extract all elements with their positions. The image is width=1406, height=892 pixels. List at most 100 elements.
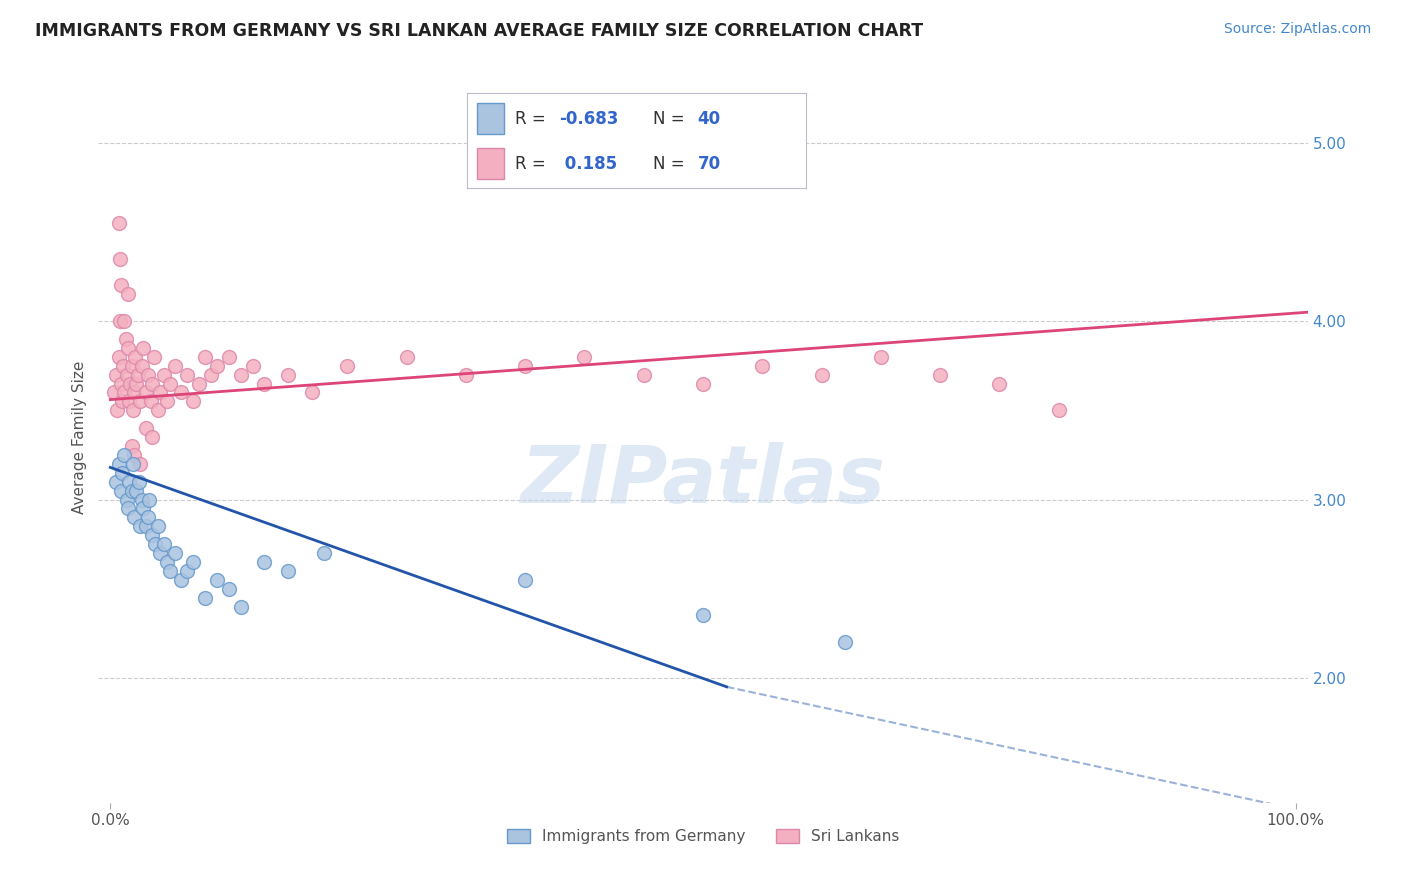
Point <box>692 376 714 391</box>
Point <box>141 528 163 542</box>
Point <box>188 376 211 391</box>
Point <box>112 359 135 373</box>
Point <box>107 350 129 364</box>
Point <box>170 385 193 400</box>
Point <box>218 582 240 596</box>
Point <box>108 252 131 266</box>
Point <box>205 359 228 373</box>
Point <box>200 368 222 382</box>
Point <box>136 368 159 382</box>
Point <box>159 564 181 578</box>
Point <box>205 573 228 587</box>
Point <box>128 475 150 489</box>
Point <box>312 546 335 560</box>
Point <box>135 519 157 533</box>
Point <box>111 394 134 409</box>
Point <box>135 385 157 400</box>
Point <box>181 394 204 409</box>
Point <box>131 492 153 507</box>
Point <box>156 394 179 409</box>
Point <box>127 368 149 382</box>
Point <box>692 608 714 623</box>
Point <box>869 350 891 364</box>
Point <box>139 394 162 409</box>
Point <box>159 376 181 391</box>
Point <box>120 376 142 391</box>
Point <box>136 510 159 524</box>
Point <box>117 287 139 301</box>
Point <box>115 492 138 507</box>
Point <box>242 359 264 373</box>
Point <box>165 546 187 560</box>
Point <box>121 403 143 417</box>
Point <box>515 573 537 587</box>
Point <box>929 368 952 382</box>
Point <box>176 564 198 578</box>
Point <box>117 501 139 516</box>
Point <box>110 483 132 498</box>
Point <box>194 591 217 605</box>
Point <box>633 368 655 382</box>
Point <box>110 278 132 293</box>
Point <box>146 519 169 533</box>
Point <box>121 359 143 373</box>
Point <box>122 385 145 400</box>
Point <box>122 448 145 462</box>
Point <box>117 341 139 355</box>
Point <box>111 466 134 480</box>
Point <box>129 519 152 533</box>
Point <box>138 492 160 507</box>
Point <box>135 421 157 435</box>
Point <box>108 314 131 328</box>
Point <box>129 457 152 471</box>
Point <box>810 368 832 382</box>
Point <box>118 394 141 409</box>
Point <box>301 385 323 400</box>
Point <box>141 430 163 444</box>
Point <box>114 332 136 346</box>
Point <box>253 376 276 391</box>
Point <box>218 350 240 364</box>
Point <box>194 350 217 364</box>
Point <box>103 385 125 400</box>
Point <box>105 475 128 489</box>
Point <box>574 350 596 364</box>
Legend: Immigrants from Germany, Sri Lankans: Immigrants from Germany, Sri Lankans <box>501 822 905 850</box>
Point <box>115 368 138 382</box>
Point <box>141 376 163 391</box>
Y-axis label: Average Family Size: Average Family Size <box>72 360 87 514</box>
Point <box>110 376 132 391</box>
Point <box>146 403 169 417</box>
Point <box>121 439 143 453</box>
Point <box>114 385 136 400</box>
Point <box>988 376 1011 391</box>
Point <box>277 368 299 382</box>
Point <box>124 350 146 364</box>
Point <box>114 448 136 462</box>
Point <box>834 635 856 649</box>
Point <box>229 368 252 382</box>
Point <box>132 341 155 355</box>
Point <box>156 555 179 569</box>
Point <box>114 314 136 328</box>
Point <box>125 376 148 391</box>
Point <box>132 501 155 516</box>
Point <box>454 368 477 382</box>
Point <box>1047 403 1070 417</box>
Point <box>181 555 204 569</box>
Point <box>125 483 148 498</box>
Point <box>751 359 773 373</box>
Point <box>149 385 172 400</box>
Point <box>176 368 198 382</box>
Point <box>122 510 145 524</box>
Text: Source: ZipAtlas.com: Source: ZipAtlas.com <box>1223 22 1371 37</box>
Point <box>131 359 153 373</box>
Text: ZIPatlas: ZIPatlas <box>520 442 886 520</box>
Point <box>107 457 129 471</box>
Point <box>143 350 166 364</box>
Point <box>165 359 187 373</box>
Point <box>395 350 418 364</box>
Point <box>229 599 252 614</box>
Point <box>515 359 537 373</box>
Point <box>149 546 172 560</box>
